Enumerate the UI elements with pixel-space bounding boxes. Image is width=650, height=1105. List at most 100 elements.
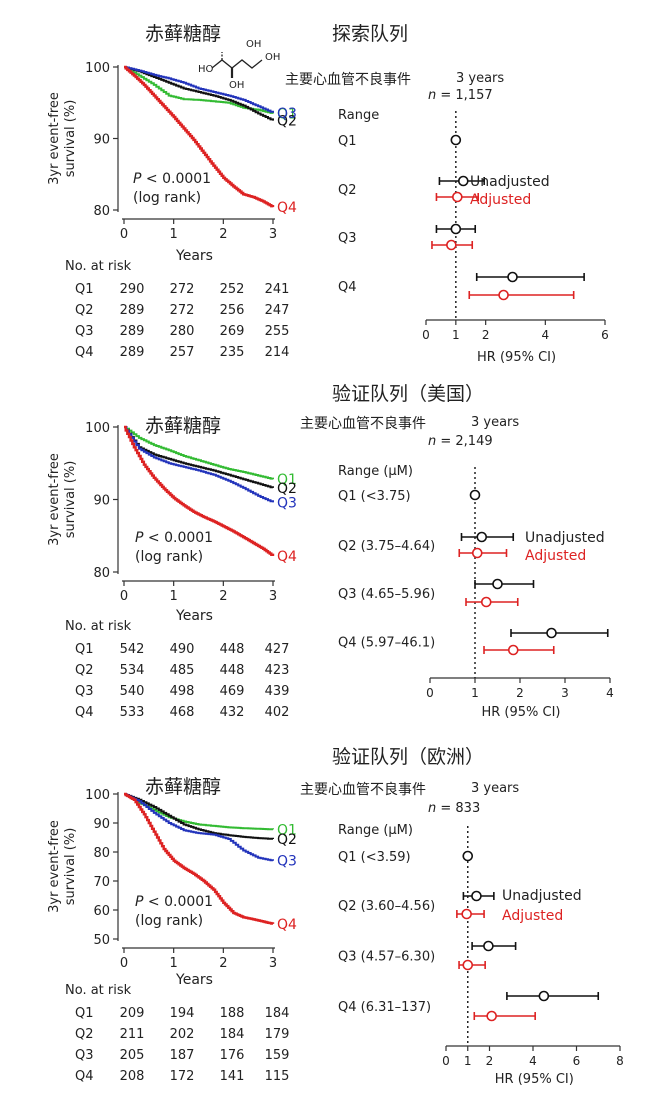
km-series-label-q4: Q4 <box>277 200 297 216</box>
km-curve-q4 <box>124 792 275 925</box>
forest-x-axis-label: HR (95% CI) <box>495 1072 574 1087</box>
risk-cell: 534 <box>120 663 145 678</box>
forest-adjusted-point <box>446 239 457 251</box>
forest-x-tick-label: 8 <box>616 1054 624 1068</box>
forest-row-label: Q4 (6.31–137) <box>338 1000 431 1015</box>
km-series-label-q2: Q2 <box>277 481 297 497</box>
risk-cell: 115 <box>265 1069 290 1084</box>
forest-adjusted-point <box>486 1010 497 1022</box>
km-x-axis-label: Years <box>175 608 213 624</box>
forest-range-header: Range (μM) <box>338 823 413 838</box>
forest-x-tick-label: 1 <box>464 1054 472 1068</box>
forest-title-suffix: 3 years <box>471 415 519 430</box>
forest-range-header: Range <box>338 108 379 123</box>
forest-x-tick-label: 2 <box>482 328 490 342</box>
km-x-axis-label: Years <box>175 248 213 264</box>
forest-row-label: Q4 (5.97–46.1) <box>338 636 435 651</box>
forest-unadjusted-point <box>462 850 474 862</box>
forest-x-axis-label: HR (95% CI) <box>477 350 556 365</box>
risk-row-label: Q3 <box>75 324 94 339</box>
km-curve-q4 <box>124 425 275 556</box>
forest-row-label: Q3 (4.65–5.96) <box>338 587 435 602</box>
risk-row-label: Q2 <box>75 303 94 318</box>
forest-row-label: Q3 <box>338 231 357 246</box>
risk-cell: 202 <box>170 1027 195 1042</box>
km-y-tick-label: 80 <box>93 566 110 581</box>
km-y-tick-label: 60 <box>93 904 110 919</box>
forest-legend-adjusted: Adjusted <box>525 548 586 564</box>
forest-x-axis-label: HR (95% CI) <box>481 705 560 720</box>
forest-legend-adjusted: Adjusted <box>470 192 531 208</box>
km-x-tick-label: 3 <box>269 589 277 604</box>
km-y-tick-label: 90 <box>93 817 110 832</box>
forest-unadjusted-point <box>476 531 488 543</box>
km-x-tick-label: 1 <box>170 956 178 971</box>
km-series-label-q3: Q3 <box>277 106 297 122</box>
km-x-tick-label: 3 <box>269 227 277 242</box>
forest-n: n = 833 <box>428 801 480 816</box>
km-y-tick-label: 90 <box>93 494 110 509</box>
km-curve-q2 <box>124 66 274 121</box>
risk-cell: 247 <box>265 303 290 318</box>
km-x-tick-label: 2 <box>219 956 227 971</box>
forest-adjusted-point <box>461 908 472 920</box>
forest-x-tick-label: 6 <box>601 328 609 342</box>
km-p-value: P < 0.0001 <box>133 171 211 187</box>
km-series-label-q1: Q1 <box>277 472 297 488</box>
forest-x-tick-label: 6 <box>573 1054 581 1068</box>
risk-cell: 179 <box>265 1027 290 1042</box>
forest-unadjusted-point <box>471 890 482 902</box>
km-curve-q3 <box>124 66 274 113</box>
km-p-value: P < 0.0001 <box>135 894 213 910</box>
km-y-axis-label: 3yr event-freesurvival (%) <box>47 820 78 913</box>
section-title: 探索队列 <box>332 23 408 45</box>
forest-adjusted-point <box>462 959 474 971</box>
km-title: 赤藓糖醇 <box>145 23 221 45</box>
risk-cell: 533 <box>120 705 145 720</box>
forest-legend-unadjusted: Unadjusted <box>470 174 550 190</box>
forest-unadjusted-point <box>450 134 462 146</box>
risk-cell: 468 <box>170 705 195 720</box>
risk-cell: 214 <box>265 345 290 360</box>
forest-x-tick-label: 4 <box>606 686 614 700</box>
risk-cell: 542 <box>120 642 145 657</box>
risk-row-label: Q4 <box>75 705 94 720</box>
forest-adjusted-point <box>507 644 519 656</box>
forest-adjusted-point <box>498 289 509 301</box>
km-curve-q4 <box>124 65 275 208</box>
risk-cell: 256 <box>220 303 245 318</box>
risk-row-label: Q4 <box>75 345 94 360</box>
risk-cell: 290 <box>120 282 145 297</box>
km-curve-q3 <box>124 426 274 503</box>
km-y-tick-label: 90 <box>93 133 110 148</box>
risk-cell: 269 <box>220 324 245 339</box>
forest-title-suffix: 3 years <box>456 71 504 86</box>
structure-label-oh-bottom: OH <box>229 80 244 91</box>
risk-row-label: Q4 <box>75 1069 94 1084</box>
forest-row-label: Q1 <box>338 134 357 149</box>
risk-cell: 205 <box>120 1048 145 1063</box>
forest-unadjusted-point <box>507 271 518 283</box>
forest-title: 主要心血管不良事件 <box>300 782 426 798</box>
risk-cell: 172 <box>170 1069 195 1084</box>
forest-x-tick-label: 0 <box>442 1054 450 1068</box>
km-y-tick-label: 80 <box>93 204 110 219</box>
forest-legend-adjusted: Adjusted <box>502 908 563 924</box>
forest-n: n = 1,157 <box>428 88 493 103</box>
risk-table-header: No. at risk <box>65 983 132 998</box>
risk-cell: 257 <box>170 345 195 360</box>
forest-unadjusted-point <box>492 578 503 590</box>
km-x-tick-label: 1 <box>170 227 178 242</box>
forest-legend-unadjusted: Unadjusted <box>525 530 605 546</box>
risk-cell: 241 <box>265 282 290 297</box>
risk-cell: 184 <box>265 1006 290 1021</box>
forest-row-label: Q2 (3.60–4.56) <box>338 899 435 914</box>
risk-cell: 289 <box>120 324 145 339</box>
forest-unadjusted-point <box>457 175 469 187</box>
forest-panel-1: 主要心血管不良事件 3 years n = 1,157 Range 0 1 2 4 6 HR (9… <box>285 71 609 365</box>
km-curve-q1 <box>124 426 274 480</box>
km-x-tick-label: 0 <box>120 956 128 971</box>
km-y-tick-label: 100 <box>85 61 110 76</box>
